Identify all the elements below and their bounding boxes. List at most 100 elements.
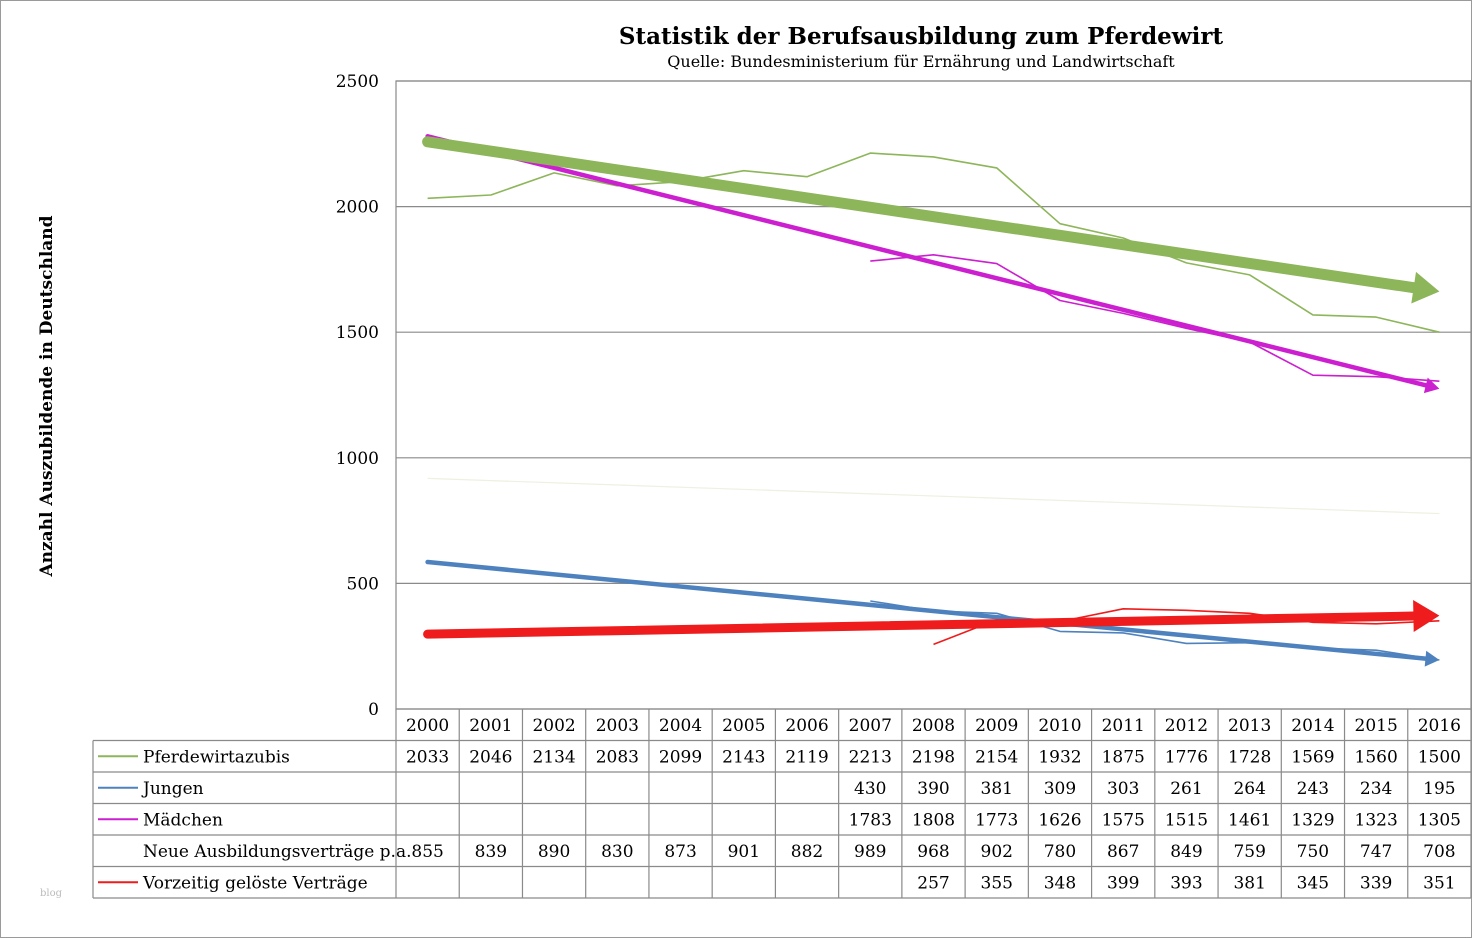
x-tick-label: 2011	[1102, 716, 1145, 736]
data-label: 1773	[975, 811, 1018, 831]
data-label: 2099	[659, 748, 702, 768]
data-label: 381	[1233, 874, 1265, 894]
data-label: 1728	[1228, 748, 1271, 768]
data-label: 890	[538, 842, 570, 862]
x-tick-label: 2006	[785, 716, 828, 736]
trend-arrowhead-4	[1413, 600, 1440, 632]
data-label: 390	[917, 779, 949, 799]
legend-label: Mädchen	[143, 811, 223, 831]
data-label: 399	[1107, 874, 1139, 894]
x-tick-label: 2015	[1355, 716, 1398, 736]
data-label: 355	[981, 874, 1013, 894]
y-tick-label: 1000	[336, 449, 379, 469]
data-label: 195	[1423, 779, 1455, 799]
data-label: 855	[411, 842, 443, 862]
data-table: 2000 2001 2002 2003 2004 2005 2006 2007 2008 2009…	[92, 708, 1472, 899]
x-tick-label: 2005	[722, 716, 765, 736]
data-label: 1626	[1038, 811, 1081, 831]
data-label: 264	[1233, 779, 1265, 799]
series-line-2	[870, 254, 1440, 382]
x-tick-label: 2007	[849, 716, 892, 736]
data-label: 1575	[1102, 811, 1145, 831]
y-tick-labels: 0 500 1000 1500 2000 2500	[336, 72, 379, 720]
data-label: 243	[1297, 779, 1329, 799]
data-label: 1875	[1102, 748, 1145, 768]
data-label: 750	[1297, 842, 1329, 862]
y-tick-label: 0	[368, 700, 379, 720]
data-label: 2119	[785, 748, 828, 768]
data-label: 902	[981, 842, 1013, 862]
data-label: 873	[664, 842, 696, 862]
data-label: 1305	[1418, 811, 1461, 831]
data-label: 1560	[1355, 748, 1398, 768]
data-label: 780	[1044, 842, 1076, 862]
data-label: 393	[1170, 874, 1202, 894]
data-label: 849	[1170, 842, 1202, 862]
data-label: 1783	[849, 811, 892, 831]
data-label: 1569	[1291, 748, 1334, 768]
data-label: 1323	[1355, 811, 1398, 831]
legend-label: Vorzeitig gelöste Verträge	[142, 874, 368, 894]
trend-arrow-0	[422, 136, 1420, 294]
data-label: 989	[854, 842, 886, 862]
data-label: 867	[1107, 842, 1139, 862]
x-tick-label: 2010	[1038, 716, 1081, 736]
y-tick-label: 2500	[336, 72, 379, 92]
series-line-0	[427, 152, 1440, 333]
x-tick-label: 2013	[1228, 716, 1271, 736]
x-tick-label: 2002	[532, 716, 575, 736]
data-label: 830	[601, 842, 633, 862]
data-label: 1515	[1165, 811, 1208, 831]
data-label: 345	[1297, 874, 1329, 894]
x-tick-label: 2008	[912, 716, 955, 736]
data-label: 2143	[722, 748, 765, 768]
data-label: 2083	[596, 748, 639, 768]
x-tick-label: 2001	[469, 716, 512, 736]
data-label: 309	[1044, 779, 1076, 799]
trend-arrowhead-0	[1411, 271, 1440, 304]
chart-subtitle: Quelle: Bundesministerium für Ernährung …	[667, 52, 1175, 71]
data-label: 882	[791, 842, 823, 862]
x-tick-label: 2014	[1291, 716, 1334, 736]
trend-arrow-2	[425, 134, 1429, 388]
legend-label: Jungen	[141, 779, 204, 799]
data-label: 430	[854, 779, 886, 799]
x-tick-label: 2000	[406, 716, 449, 736]
data-label: 1500	[1418, 748, 1461, 768]
data-label: 257	[917, 874, 949, 894]
y-tick-label: 500	[347, 574, 379, 594]
data-label: 759	[1233, 842, 1265, 862]
x-tick-label: 2003	[596, 716, 639, 736]
y-tick-label: 2000	[336, 198, 379, 218]
data-label: 708	[1423, 842, 1455, 862]
trend-arrow-4	[423, 611, 1418, 639]
data-label: 1776	[1165, 748, 1208, 768]
data-label: 1329	[1291, 811, 1334, 831]
data-label: 968	[917, 842, 949, 862]
x-tick-label: 2012	[1165, 716, 1208, 736]
data-label: 339	[1360, 874, 1392, 894]
data-label: 381	[981, 779, 1013, 799]
watermark: blog	[40, 888, 63, 899]
data-label: 2134	[532, 748, 575, 768]
trend-arrowhead-1	[1424, 650, 1440, 667]
data-label: 1932	[1038, 748, 1081, 768]
y-axis-label: Anzahl Auszubildende in Deutschland	[37, 215, 57, 577]
data-label: 2046	[469, 748, 512, 768]
trend-arrow-1	[425, 559, 1428, 661]
legend-label: Neue Ausbildungsverträge p.a.	[143, 842, 412, 862]
data-label: 839	[475, 842, 507, 862]
x-tick-label: 2009	[975, 716, 1018, 736]
data-label: 348	[1044, 874, 1076, 894]
data-label: 234	[1360, 779, 1392, 799]
data-label: 261	[1170, 779, 1202, 799]
data-label: 2033	[406, 748, 449, 768]
y-tick-label: 1500	[336, 323, 379, 343]
x-tick-label: 2016	[1418, 716, 1461, 736]
chart-title: Statistik der Berufsausbildung zum Pferd…	[619, 23, 1224, 50]
trend-line-3	[427, 477, 1440, 515]
trend-arrowhead-2	[1423, 377, 1440, 394]
data-label: 901	[728, 842, 760, 862]
x-tick-label: 2004	[659, 716, 702, 736]
